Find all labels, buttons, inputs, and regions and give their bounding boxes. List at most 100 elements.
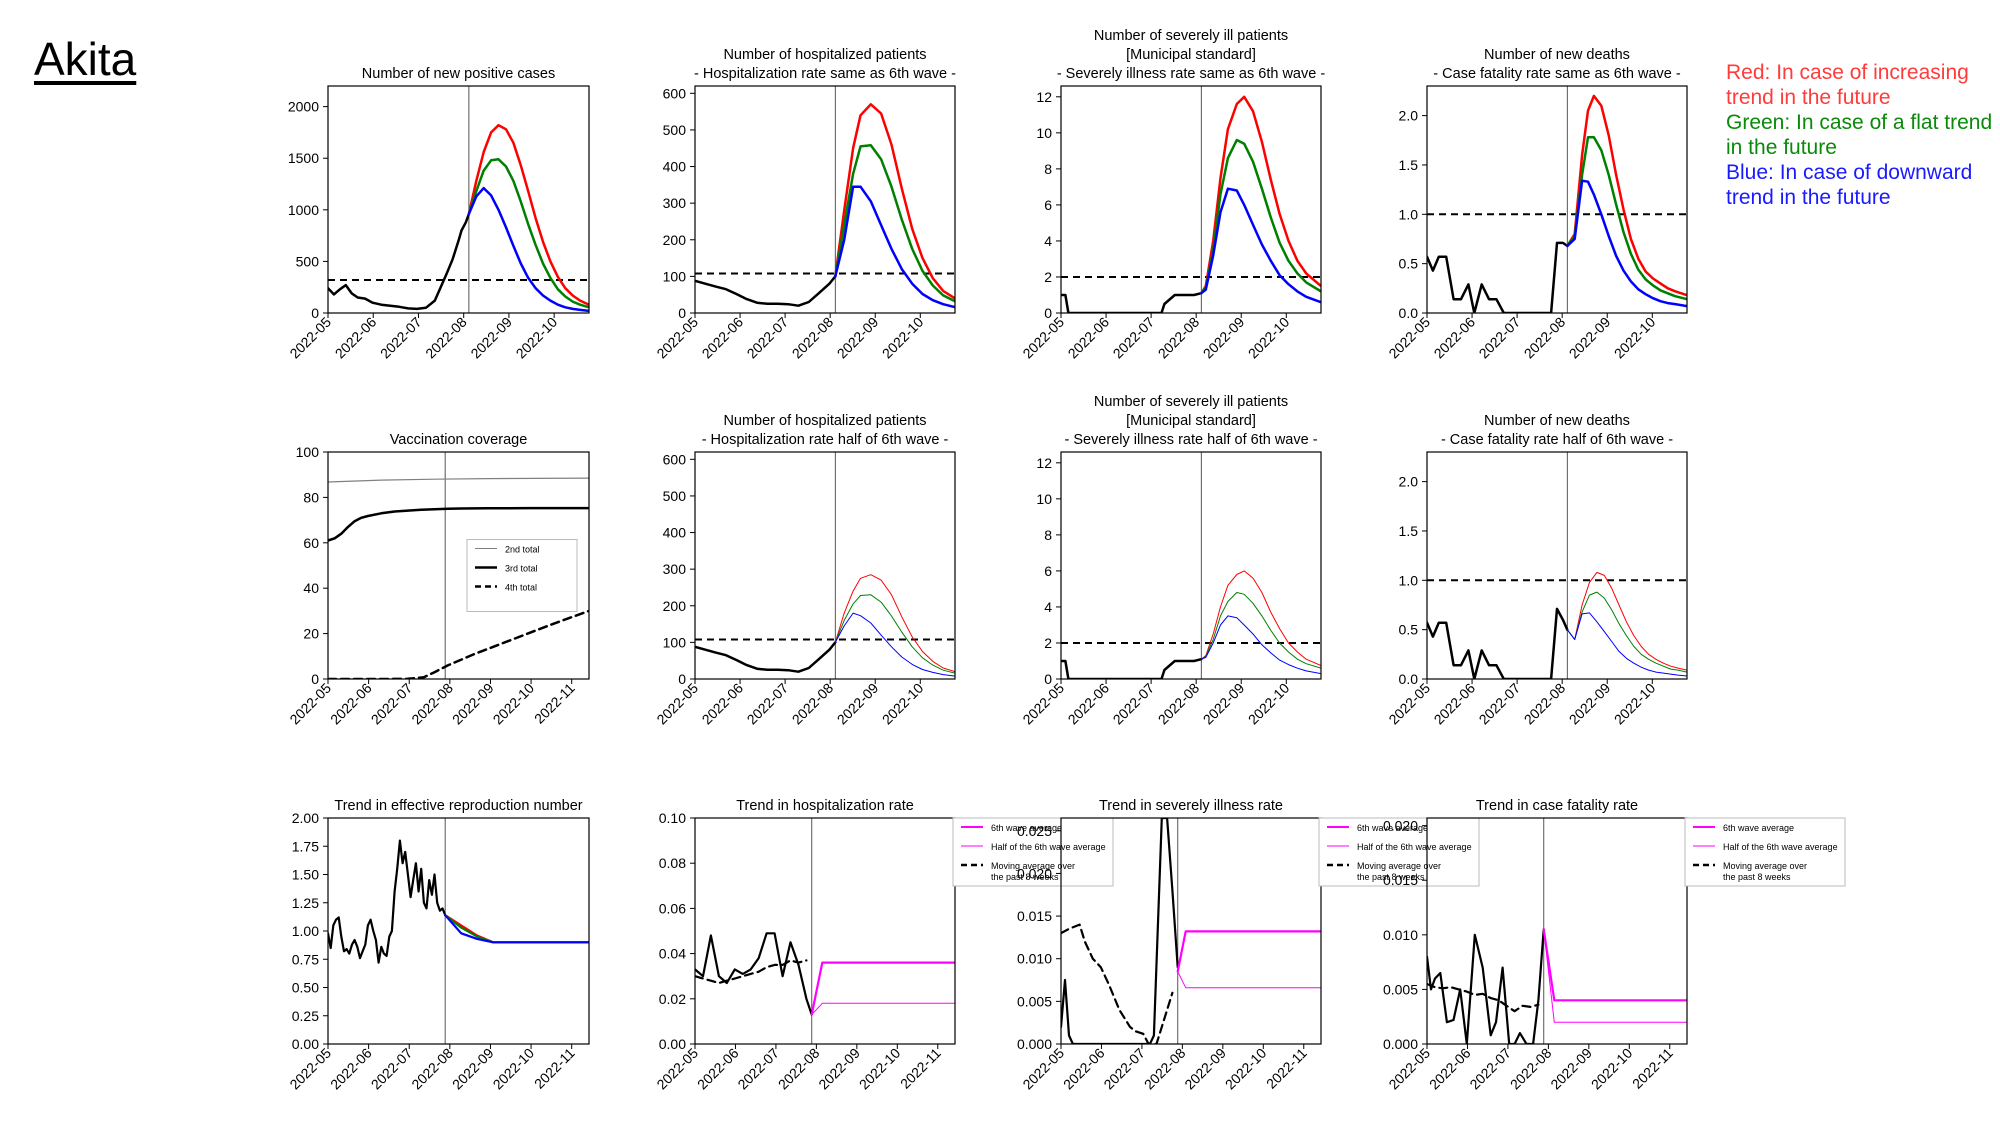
chart-title-line: Number of new deaths — [1484, 47, 1630, 63]
x-tick-label: 2022-10 — [490, 1045, 538, 1093]
y-tick-label: 0.000 — [1383, 1036, 1418, 1052]
plot-area — [328, 818, 589, 1044]
x-tick-label: 2022-10 — [1222, 1045, 1270, 1093]
y-tick-label: 0.50 — [292, 980, 319, 996]
x-tick-label: 2022-10 — [513, 314, 561, 362]
y-tick-label: 1.25 — [292, 895, 319, 911]
series-line-black-1 — [695, 932, 813, 1016]
y-tick-label: 0 — [678, 671, 686, 687]
chart-3: Number of severely ill patients [Municipa… — [1019, 28, 1325, 361]
chart-title-line: [Municipal standard] — [1126, 413, 1256, 429]
x-tick-label: 2022-09 — [1547, 1045, 1595, 1093]
plot-frame — [694, 817, 956, 1045]
y-tick-label: 0.0 — [1399, 671, 1419, 687]
y-tick-label: 6 — [1044, 563, 1052, 579]
series-line-blue-4 — [1566, 179, 1687, 308]
x-tick-label: 2022-11 — [531, 680, 578, 727]
y-tick-label: 12 — [1036, 455, 1052, 471]
series-line-blue-4 — [1566, 612, 1687, 677]
x-tick-label: 2022-08 — [789, 314, 837, 362]
y-tick-label: 20 — [303, 626, 319, 642]
legend-label: Moving average over the past 8 weeks — [991, 861, 1075, 882]
x-tick-label: 2022-09 — [1566, 680, 1614, 728]
series-line-red-2 — [1200, 95, 1321, 295]
x-tick-label: 2022-07 — [1476, 314, 1524, 362]
x-tick-label: 2022-08 — [1507, 1045, 1555, 1093]
y-tick-label: 1.00 — [292, 923, 319, 939]
y-tick-label: 0 — [311, 305, 319, 321]
y-tick-label: 2.0 — [1399, 474, 1419, 490]
y-tick-label: 10 — [1036, 491, 1052, 507]
y-tick-label: 500 — [296, 253, 320, 269]
series-line-blue-4 — [834, 612, 955, 677]
plot-frame — [694, 85, 956, 314]
x-tick-label: 2022-10 — [879, 680, 927, 728]
x-tick-label: 2022-09 — [1200, 314, 1248, 362]
x-tick-label: 2022-09 — [815, 1045, 863, 1093]
y-tick-label: 0.06 — [659, 900, 686, 916]
x-tick-label: 2022-11 — [531, 1045, 578, 1092]
legend-label: Half of the 6th wave average — [991, 842, 1106, 852]
chart-title-line: - Hospitalization rate same as 6th wave … — [694, 66, 956, 82]
series-line-magenta-3 — [1542, 928, 1687, 1002]
y-tick-label: 0.000 — [1017, 1036, 1052, 1052]
y-tick-label: 600 — [663, 85, 687, 101]
series-line-green-3 — [1200, 592, 1321, 669]
y-tick-label: 8 — [1044, 527, 1052, 543]
x-tick-label: 2022-09 — [834, 680, 882, 728]
y-tick-label: 400 — [663, 159, 687, 175]
series-line-blue-4 — [1200, 615, 1321, 675]
y-tick-label: 0.015 — [1383, 872, 1418, 888]
plot-area — [1427, 86, 1687, 313]
y-tick-label: 0.020 — [1383, 818, 1418, 834]
y-tick-label: 0.015 — [1017, 908, 1052, 924]
x-tick-label: 2022-07 — [744, 314, 792, 362]
x-tick-label: 2022-08 — [1155, 314, 1203, 362]
chart-title-line: - Case fatality rate same as 6th wave - — [1433, 66, 1681, 82]
series-line-black-2 — [1061, 923, 1174, 1044]
y-tick-label: 6 — [1044, 197, 1052, 213]
y-tick-label: 2 — [1044, 269, 1052, 285]
x-tick-label: 2022-08 — [775, 1045, 823, 1093]
y-tick-label: 0 — [1044, 671, 1052, 687]
series-line-blue-4 — [1200, 187, 1321, 304]
x-tick-label: 2022-07 — [368, 1045, 416, 1093]
y-tick-label: 200 — [663, 598, 687, 614]
chart-6: Number of hospitalized patients - Hospita… — [653, 413, 956, 728]
y-tick-label: 0.00 — [292, 1036, 319, 1052]
plot-area — [695, 452, 955, 679]
y-tick-label: 0.10 — [659, 810, 686, 826]
x-tick-label: 2022-06 — [1426, 1045, 1474, 1093]
chart-title-line: Number of hospitalized patients — [723, 413, 926, 429]
y-tick-label: 0.75 — [292, 951, 319, 967]
chart-title-line: Trend in effective reproduction number — [334, 798, 582, 814]
plot-frame — [1060, 817, 1322, 1045]
series-line-red-2 — [467, 123, 589, 306]
y-tick-label: 0.02 — [659, 991, 686, 1007]
plot-area — [328, 86, 589, 313]
y-tick-label: 10 — [1036, 125, 1052, 141]
x-tick-label: 2022-11 — [1629, 1045, 1676, 1092]
y-tick-label: 1.5 — [1399, 157, 1419, 173]
series-line-black-1 — [328, 839, 447, 964]
chart-title-line: Trend in severely illness rate — [1099, 798, 1283, 814]
x-tick-label: 2022-07 — [1110, 314, 1158, 362]
y-tick-label: 1.0 — [1399, 206, 1419, 222]
y-tick-label: 0.25 — [292, 1008, 319, 1024]
plot-area — [695, 818, 955, 1044]
chart-1: Number of new positive cases 0 500 1000 1500… — [286, 66, 590, 362]
y-tick-label: 2.0 — [1399, 108, 1419, 124]
x-tick-label: 2022-06 — [1065, 680, 1113, 728]
series-line-green-3 — [1200, 138, 1321, 295]
legend-frame — [952, 817, 1114, 887]
x-tick-label: 2022-10 — [1611, 680, 1659, 728]
series-line-black-1 — [1061, 291, 1203, 313]
y-tick-label: 0.010 — [1383, 927, 1418, 943]
x-tick-label: 2022-08 — [408, 680, 456, 728]
series-line-black-1 — [695, 275, 837, 307]
series-line-green-3 — [834, 594, 955, 674]
legend-label: Half of the 6th wave average — [1723, 842, 1838, 852]
y-tick-label: 4 — [1044, 599, 1052, 615]
y-tick-label: 60 — [303, 535, 319, 551]
plot-frame — [1060, 85, 1322, 314]
